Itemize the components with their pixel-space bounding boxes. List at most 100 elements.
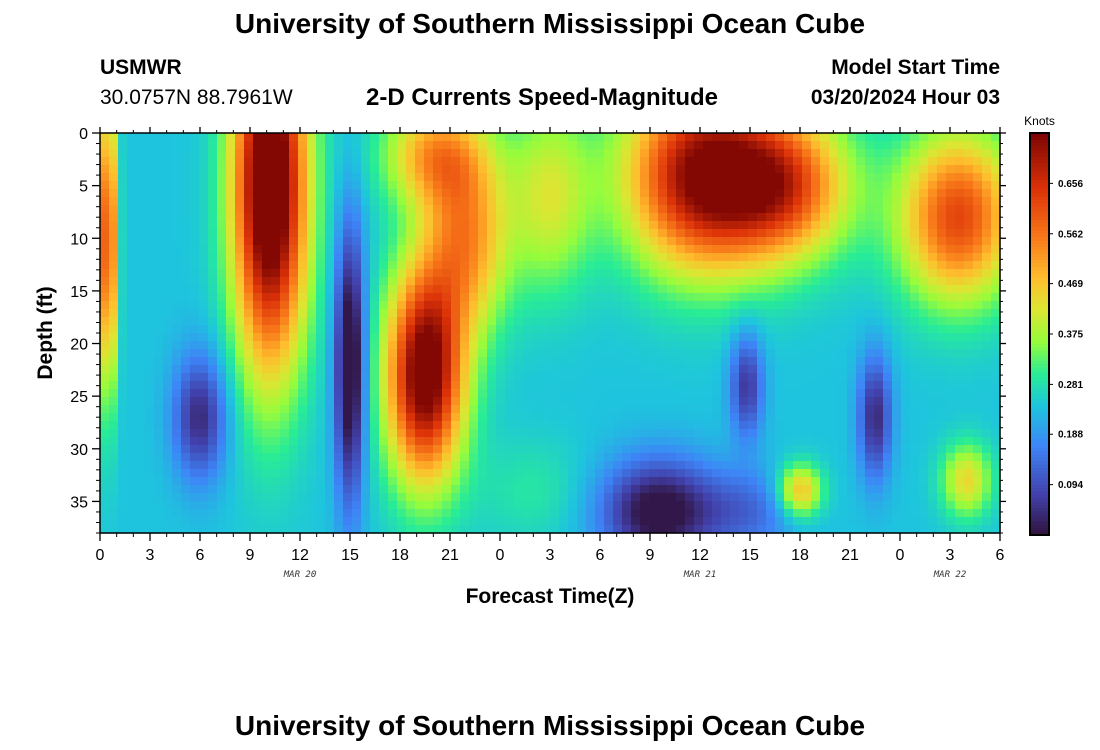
heatmap-cell (397, 493, 407, 502)
heatmap-cell (784, 373, 794, 382)
heatmap-cell (514, 173, 524, 182)
heatmap-cell (424, 365, 434, 374)
heatmap-cell (118, 453, 128, 462)
heatmap-cell (343, 405, 353, 414)
heatmap-cell (820, 461, 830, 470)
heatmap-cell (847, 213, 857, 222)
heatmap-cell (784, 365, 794, 374)
heatmap-cell (730, 333, 740, 342)
heatmap-cell (910, 501, 920, 510)
heatmap-cell (523, 221, 533, 230)
heatmap-cell (127, 357, 137, 366)
heatmap-cell (127, 253, 137, 262)
heatmap-cell (163, 381, 173, 390)
heatmap-cell (649, 333, 659, 342)
heatmap-cell (586, 253, 596, 262)
heatmap-cell (667, 333, 677, 342)
heatmap-cell (937, 149, 947, 158)
heatmap-cell (667, 477, 677, 486)
heatmap-cell (343, 469, 353, 478)
heatmap-cell (217, 189, 227, 198)
heatmap-cell (397, 205, 407, 214)
heatmap-cell (424, 445, 434, 454)
heatmap-cell (901, 325, 911, 334)
heatmap-cell (388, 157, 398, 166)
heatmap-cell (712, 461, 722, 470)
heatmap-cell (982, 429, 992, 438)
heatmap-cell (334, 373, 344, 382)
heatmap-cell (568, 357, 578, 366)
heatmap-cell (415, 333, 425, 342)
heatmap-cell (208, 173, 218, 182)
heatmap-cell (946, 397, 956, 406)
heatmap-cell (892, 149, 902, 158)
heatmap-cell (217, 261, 227, 270)
heatmap-cell (226, 189, 236, 198)
heatmap-cell (136, 421, 146, 430)
heatmap-cell (784, 397, 794, 406)
heatmap-cell (496, 181, 506, 190)
heatmap-cell (109, 405, 119, 414)
heatmap-cell (955, 157, 965, 166)
heatmap-cell (820, 325, 830, 334)
heatmap-cell (685, 525, 695, 534)
heatmap-cell (838, 237, 848, 246)
heatmap-cell (361, 493, 371, 502)
heatmap-cell (541, 229, 551, 238)
heatmap-cell (433, 141, 443, 150)
heatmap-cell (901, 229, 911, 238)
heatmap-cell (703, 405, 713, 414)
heatmap-cell (721, 477, 731, 486)
heatmap-cell (604, 189, 614, 198)
heatmap-cell (163, 237, 173, 246)
heatmap-cell (415, 485, 425, 494)
heatmap-cell (496, 405, 506, 414)
heatmap-cell (298, 525, 308, 534)
heatmap-cell (226, 133, 236, 142)
heatmap-cell (829, 389, 839, 398)
heatmap-cell (433, 437, 443, 446)
heatmap-cell (982, 445, 992, 454)
heatmap-cell (199, 253, 209, 262)
heatmap-cell (289, 501, 299, 510)
heatmap-cell (307, 357, 317, 366)
heatmap-cell (208, 141, 218, 150)
heatmap-cell (874, 477, 884, 486)
heatmap-cell (226, 149, 236, 158)
heatmap-cell (235, 365, 245, 374)
heatmap-cell (748, 437, 758, 446)
heatmap-cell (721, 397, 731, 406)
heatmap-cell (172, 141, 182, 150)
heatmap-cell (523, 413, 533, 422)
heatmap-cell (838, 333, 848, 342)
heatmap-cell (415, 261, 425, 270)
heatmap-cell (559, 517, 569, 526)
heatmap-cell (577, 181, 587, 190)
heatmap-cell (550, 229, 560, 238)
heatmap-cell (280, 469, 290, 478)
heatmap-cell (523, 381, 533, 390)
heatmap-cell (109, 221, 119, 230)
heatmap-cell (793, 389, 803, 398)
heatmap-cell (262, 381, 272, 390)
heatmap-cell (550, 245, 560, 254)
heatmap-cell (739, 469, 749, 478)
heatmap-cell (280, 501, 290, 510)
heatmap-cell (145, 317, 155, 326)
heatmap-cell (460, 397, 470, 406)
heatmap-cell (190, 429, 200, 438)
heatmap-cell (235, 253, 245, 262)
heatmap-cell (937, 253, 947, 262)
heatmap-cell (613, 277, 623, 286)
heatmap-cell (343, 189, 353, 198)
heatmap-cell (226, 413, 236, 422)
heatmap-cell (829, 509, 839, 518)
heatmap-cell (325, 213, 335, 222)
heatmap-cell (163, 173, 173, 182)
heatmap-cell (856, 477, 866, 486)
heatmap-cell (874, 149, 884, 158)
heatmap-cell (622, 461, 632, 470)
heatmap-cell (622, 309, 632, 318)
heatmap-cell (271, 213, 281, 222)
heatmap-cell (937, 421, 947, 430)
